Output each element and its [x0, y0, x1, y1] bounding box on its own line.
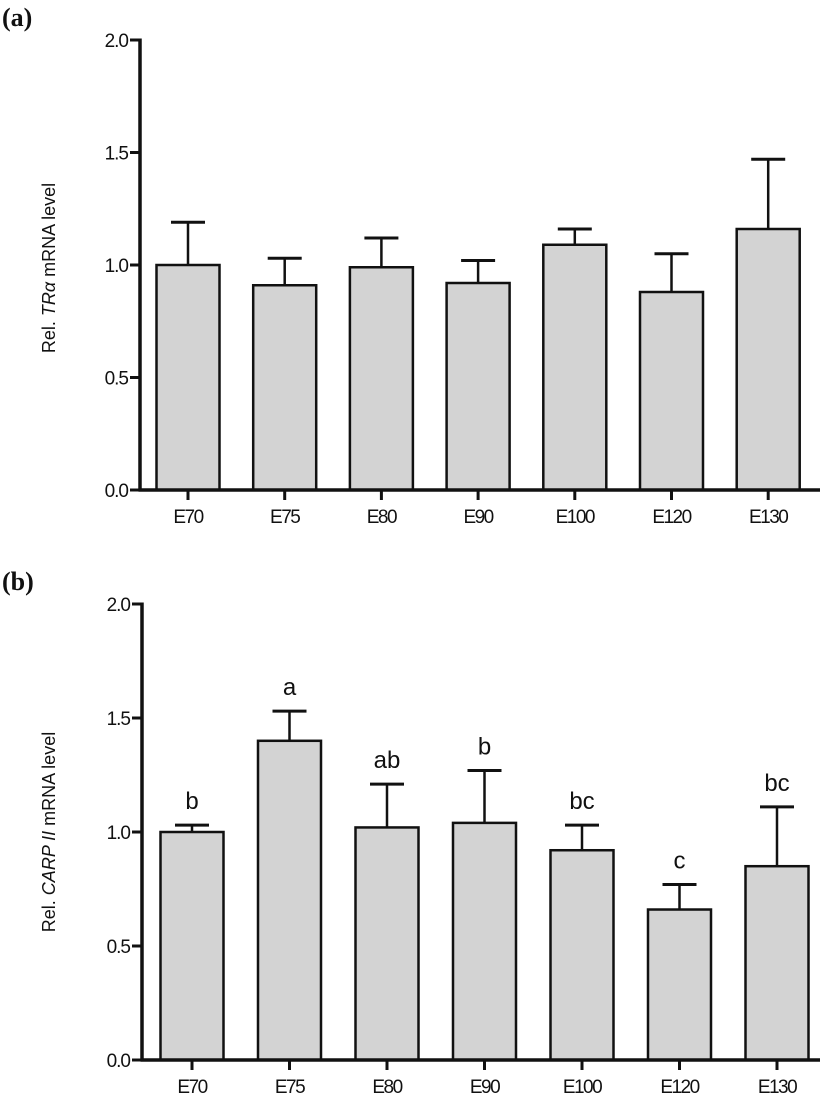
y-tick-label: 1.0	[107, 823, 131, 844]
x-tick-label: E90	[470, 1077, 500, 1098]
significance-letter: b	[185, 788, 198, 815]
panel-b-label: (b)	[2, 567, 34, 596]
bar-E70	[155, 263, 221, 492]
panel-a-y-axis-label: Rel. TRα mRNA level	[39, 183, 59, 353]
ylabel-gene: CARP II	[39, 831, 59, 895]
bar-E80	[354, 826, 420, 1062]
panel-b-axes	[140, 602, 820, 1062]
panel-a-axes	[138, 38, 820, 492]
bar-E100	[542, 243, 608, 492]
panel-b-y-ticks: 0.0 0.5 1.0 1.5 2.0	[107, 595, 142, 1072]
bar-E120	[638, 290, 705, 492]
significance-letter: ab	[374, 747, 401, 774]
significance-letter: b	[478, 733, 491, 760]
ylabel-suffix: mRNA level	[39, 732, 59, 831]
panel-a: (a) Rel. TRα mRNA level 0.00.51.01.52.0 …	[2, 3, 820, 528]
ylabel-gene: TRα	[39, 281, 59, 316]
bar-E90	[445, 281, 511, 492]
y-tick-label: 1.5	[107, 709, 131, 730]
panel-a-label: (a)	[2, 3, 32, 32]
ylabel-suffix: mRNA level	[39, 183, 59, 282]
bar-E70	[159, 830, 225, 1062]
y-tick-label: 2.0	[107, 595, 131, 616]
x-tick-label: E100	[563, 1077, 602, 1098]
bar-E90	[451, 821, 518, 1062]
panel-b-y-axis-label: Rel. CARP II mRNA level	[39, 732, 59, 932]
bar-E100	[549, 848, 615, 1062]
x-tick-label: E75	[270, 507, 300, 528]
y-tick-label: 0.0	[105, 481, 129, 502]
significance-letter: a	[283, 674, 297, 701]
y-tick-label: 1.5	[105, 144, 129, 165]
ylabel-prefix: Rel.	[39, 895, 59, 932]
bar-E130	[744, 864, 810, 1062]
ylabel-prefix: Rel.	[39, 316, 59, 353]
panel-a-y-ticks: 0.0 0.5 1.0 1.5 2.0	[105, 31, 140, 502]
y-tick-label: 1.0	[105, 256, 129, 277]
significance-letter: bc	[764, 770, 789, 797]
bar-E130	[735, 227, 801, 492]
x-tick-label: E100	[556, 507, 595, 528]
bar-E120	[646, 908, 713, 1062]
x-tick-label: E70	[173, 507, 203, 528]
x-tick-label: E90	[463, 507, 493, 528]
y-tick-label: 0.5	[105, 369, 129, 390]
y-tick-label: 0.5	[107, 937, 131, 958]
x-tick-label: E80	[367, 507, 397, 528]
bar-E75	[251, 284, 318, 492]
bar-E80	[348, 266, 415, 492]
bar-E75	[256, 739, 323, 1062]
x-tick-label: E70	[177, 1077, 207, 1098]
x-tick-label: E75	[275, 1077, 305, 1098]
panel-b-bars: b a ab b bc c bc	[159, 674, 810, 1062]
significance-letter: c	[674, 847, 686, 874]
panel-a-bars	[155, 157, 801, 492]
y-tick-label: 0.0	[107, 1051, 131, 1072]
x-tick-label: E120	[660, 1077, 699, 1098]
panel-b-x-ticks: E70 E75 E80 E90 E100 E120 E130	[177, 1060, 799, 1098]
panel-b: (b) Rel. CARP II mRNA level 0.0 0.5 1.0 1.5…	[2, 567, 820, 1098]
significance-letter: bc	[569, 788, 594, 815]
x-tick-label: E120	[652, 507, 691, 528]
x-tick-label: E130	[758, 1077, 797, 1098]
x-tick-label: E80	[372, 1077, 402, 1098]
panel-a-x-ticks: E70 E75 E80 E90 E100 E120 E130	[173, 490, 790, 528]
y-tick-label: 2.0	[105, 31, 129, 52]
x-tick-label: E130	[749, 507, 788, 528]
